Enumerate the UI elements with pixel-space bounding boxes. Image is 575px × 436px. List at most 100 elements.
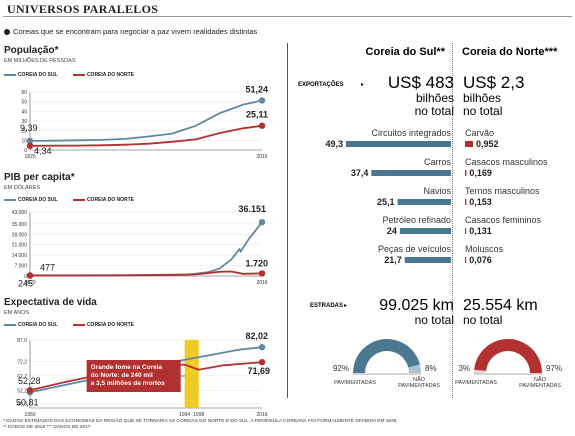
y-tick-label: 28.000: [12, 232, 28, 238]
bar: [465, 199, 467, 205]
pie-category-unpaved-line1: NÃO: [413, 376, 426, 383]
bar-category-label: Carros: [424, 157, 452, 167]
y-tick-label: 87,0: [17, 338, 27, 344]
series-line-south: [30, 221, 263, 277]
footnote-line-2: ** DADOS DE 2016 *** DADOS DE 2017: [3, 425, 91, 430]
famine-highlight: [184, 340, 199, 408]
x-tick-label: 2016: [256, 154, 267, 160]
pie-slice: [353, 339, 420, 373]
bar: [465, 228, 467, 234]
pie-slice: [474, 339, 542, 373]
pie-label-paved: 92%: [333, 364, 349, 373]
x-tick-label: 2016: [256, 412, 267, 418]
bar: [371, 170, 451, 176]
bar-category-label: Moluscos: [465, 244, 504, 254]
legend-north-swatch: [72, 323, 85, 326]
series-start-label: 50,81: [16, 397, 39, 407]
series-end-label: 51,24: [245, 84, 268, 94]
y-tick-label: 40: [21, 109, 27, 115]
bar: [404, 257, 451, 263]
bullet-icon: [4, 29, 10, 36]
legend-north-label: COREIA DO NORTE: [86, 197, 134, 203]
y-tick-label: 35.000: [12, 222, 28, 228]
comparison-panel: Coreia do Sul** Coreia do Norte*** EXPOR…: [298, 46, 562, 389]
y-tick-label: 72,2: [17, 359, 27, 365]
roads-arrow-icon: ▸: [344, 303, 347, 309]
bar-category-label: Casacos femininos: [465, 215, 542, 225]
pie-category-unpaved-line2: PAVIMENTADAS: [519, 383, 561, 389]
page-subtitle: Coreias que se encontram para negociar a…: [4, 27, 257, 36]
south-roads-note: no total: [415, 313, 454, 327]
legend-south-swatch: [4, 198, 16, 201]
population-legend: COREIA DO SUL COREIA DO NORTE: [4, 72, 148, 78]
series-end-label: 36.151: [238, 204, 266, 214]
series-start-label: 4,34: [34, 146, 52, 156]
column-divider: [287, 43, 288, 398]
series-start-label: 9,39: [20, 123, 38, 133]
pie-label-paved: 3%: [458, 364, 470, 373]
series-line-north: [30, 270, 263, 277]
y-tick-label: 21.000: [12, 243, 28, 249]
bar: [399, 228, 451, 234]
life-unit: EM ANOS: [4, 310, 30, 316]
y-tick-label: 62,2: [17, 374, 27, 380]
series-start-point: [26, 142, 34, 150]
y-tick-label: 20: [21, 129, 27, 135]
x-tick-label: 2016: [256, 280, 267, 286]
annotation-text-line: Grande fome na Coreia: [91, 364, 163, 371]
north-exports-note: no total: [463, 104, 502, 118]
series-end-point: [258, 270, 266, 277]
y-tick-label: 60: [21, 90, 27, 96]
y-tick-label: 43,0: [17, 402, 27, 408]
pie-category-paved: PAVIMENTADAS: [455, 380, 497, 386]
bar-value-label: 25,1: [377, 197, 395, 207]
roads-label: ESTRADAS: [310, 303, 343, 309]
bar-value-label: 0,076: [469, 255, 492, 265]
series-start-point: [26, 272, 34, 279]
gdp-title: PIB per capita*: [4, 172, 75, 183]
bar-category-label: Circuitos integrados: [371, 128, 451, 138]
bar-value-label: 0,169: [469, 168, 492, 178]
series-end-label: 71,69: [247, 366, 270, 376]
population-unit: EM MILHÕES DE PESSOAS: [4, 58, 76, 64]
x-tick-label: 1950: [24, 412, 35, 418]
series-start-label: 52,28: [18, 376, 41, 386]
legend-south-label: COREIA DO SUL: [18, 322, 58, 328]
bar: [465, 170, 467, 176]
footnote-line-1: * DADOS ESTIMADOS DAS ECONOMIAS DA REGIÃ…: [3, 419, 397, 424]
legend-north-swatch: [72, 198, 85, 201]
series-end-point: [258, 344, 266, 351]
x-tick-label: 1820: [24, 154, 35, 160]
south-exports-note: no total: [415, 104, 454, 118]
pie-category-paved: PAVIMENTADAS: [334, 380, 376, 386]
life-legend: COREIA DO SUL COREIA DO NORTE: [4, 322, 148, 328]
footnotes: * DADOS ESTIMADOS DAS ECONOMIAS DA REGIÃ…: [3, 419, 396, 431]
series-line-north: [29, 124, 263, 147]
y-tick-label: 50: [21, 100, 27, 106]
bar: [397, 199, 451, 205]
bar: [346, 141, 451, 147]
life-title: Expectativa de vida: [4, 297, 97, 308]
bar-category-label: Navios: [423, 186, 451, 196]
series-start-label: 477: [40, 262, 55, 272]
bar-value-label: 49,3: [325, 139, 343, 149]
life-chart: 43,0 52,2 62,2 72,2 87,0 1950 1994 1998 2016 50,8…: [16, 331, 270, 418]
north-exports-unit: bilhões: [463, 91, 501, 105]
bar-value-label: 0,131: [469, 226, 492, 236]
south-exports-unit: bilhões: [416, 91, 454, 105]
series-end-label: 1.720: [245, 258, 268, 268]
series-start-label: 245: [18, 279, 33, 289]
column-divider-dotted: [452, 43, 453, 398]
annotation-text-line: do Norte: de 240 mil: [91, 372, 153, 379]
pie-slice: [408, 364, 421, 373]
series-end-point: [258, 97, 266, 104]
x-tick-label: 1994: [179, 412, 190, 418]
bar-category-label: Petróleo refinado: [382, 215, 451, 225]
series-end-point: [258, 358, 266, 366]
series-end-point: [258, 218, 266, 226]
bar-category-label: Carvão: [465, 128, 494, 138]
page-title: UNIVERSOS PARALELOS: [7, 2, 159, 16]
bar: [465, 141, 473, 147]
legend-north-label: COREIA DO NORTE: [86, 322, 134, 328]
legend-south-swatch: [4, 73, 16, 76]
